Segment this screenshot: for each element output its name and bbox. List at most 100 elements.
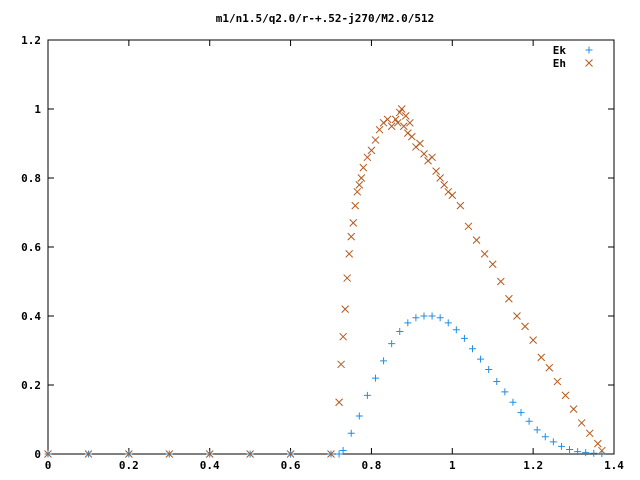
data-point-eh [488, 260, 497, 269]
data-point-ek [371, 374, 379, 382]
series-ek [44, 312, 606, 458]
series-eh [44, 105, 606, 458]
data-point-eh [393, 118, 402, 127]
data-point-eh [593, 439, 602, 448]
plot-frame [47, 39, 615, 455]
data-point-eh [84, 450, 93, 458]
data-point-eh [397, 105, 406, 113]
data-point-ek [509, 398, 517, 406]
data-point-eh [529, 336, 537, 345]
data-point-ek [420, 312, 428, 320]
data-point-eh [505, 294, 513, 303]
data-point-ek [404, 319, 412, 327]
data-point-eh [286, 450, 295, 458]
data-point-ek [396, 328, 404, 336]
y-tick-label: 0.4 [21, 310, 41, 323]
legend-marker-eh [585, 59, 593, 67]
data-point-ek [444, 319, 452, 327]
data-point-ek [436, 314, 444, 322]
data-point-eh [395, 108, 404, 117]
data-point-ek [428, 312, 436, 320]
data-point-eh [496, 277, 505, 286]
data-point-eh [165, 450, 174, 458]
data-point-eh [428, 153, 436, 162]
data-point-ek [355, 412, 363, 420]
data-point-eh [353, 187, 362, 196]
data-point-eh [357, 174, 366, 182]
data-point-eh [561, 391, 570, 400]
data-point-eh [367, 146, 376, 155]
data-point-eh [598, 446, 606, 455]
data-point-eh [341, 305, 350, 313]
data-point-eh [480, 250, 489, 258]
data-point-ek [557, 442, 565, 450]
data-point-eh [383, 115, 392, 124]
data-point-ek [469, 345, 476, 353]
data-point-eh [125, 450, 133, 458]
legend-marker-ek [585, 46, 593, 54]
y-tick-label: 0.6 [21, 241, 41, 254]
data-point-eh [436, 174, 445, 182]
data-point-eh [246, 450, 254, 458]
legend-label-ek: Ek [553, 44, 567, 57]
data-point-eh [351, 201, 360, 210]
x-tick-label: 0.6 [281, 459, 301, 472]
data-point-eh [405, 118, 414, 127]
data-point-eh [347, 232, 356, 241]
data-point-eh [521, 322, 529, 331]
data-point-ek [566, 446, 574, 454]
data-point-eh [464, 222, 473, 231]
data-point-ek [517, 409, 525, 417]
data-point-eh [399, 122, 408, 131]
data-point-eh [569, 405, 578, 414]
data-point-eh [339, 332, 347, 341]
x-tick-label: 1.4 [604, 459, 624, 472]
data-point-eh [416, 139, 424, 148]
data-point-ek [493, 378, 501, 386]
data-point-eh [44, 450, 52, 458]
data-point-eh [371, 136, 380, 144]
data-point-eh [513, 312, 521, 320]
axes: 0 0.2 0.4 0.6 0.8 1 1.2 1.4 0 0.2 0.4 0.6 0.8 1 1.2 [21, 34, 624, 472]
data-point-ek [590, 449, 598, 457]
data-point-eh [391, 115, 400, 124]
data-point-eh [537, 353, 546, 362]
data-point-ek [380, 357, 388, 365]
plot-area [44, 105, 606, 458]
data-point-ek [477, 355, 485, 363]
data-point-ek [582, 449, 590, 457]
data-point-ek [412, 314, 420, 322]
data-point-eh [375, 125, 384, 134]
data-point-eh [472, 236, 481, 244]
data-point-ek [574, 448, 582, 456]
data-point-ek [598, 450, 606, 458]
data-point-eh [545, 363, 554, 372]
data-point-eh [205, 450, 214, 458]
data-point-eh [408, 132, 416, 141]
data-point-eh [387, 122, 396, 131]
data-point-ek [452, 326, 460, 334]
data-point-eh [553, 377, 562, 386]
data-point-ek [485, 365, 493, 373]
x-tick-label: 0.2 [119, 459, 139, 472]
data-point-eh [363, 153, 372, 162]
data-point-eh [343, 274, 352, 282]
data-point-ek [541, 433, 549, 441]
data-point-ek [525, 417, 533, 425]
data-point-eh [335, 398, 343, 407]
chart-title: m1/n1.5/q2.0/r-+.52-j270/M2.0/512 [216, 12, 435, 25]
data-point-ek [549, 438, 557, 446]
data-point-eh [456, 201, 465, 210]
y-tick-label: 0.8 [21, 172, 41, 185]
legend-label-eh: Eh [553, 57, 566, 70]
data-point-eh [337, 360, 345, 369]
x-tick-label: 0.8 [361, 459, 381, 472]
data-point-eh [349, 218, 358, 227]
x-tick-label: 1.2 [523, 459, 543, 472]
data-point-ek [363, 391, 371, 399]
y-tick-label: 1.2 [21, 34, 41, 47]
x-tick-label: 0.4 [200, 459, 220, 472]
y-tick-label: 0.2 [21, 379, 41, 392]
data-point-eh [440, 181, 449, 189]
data-point-ek [347, 429, 355, 437]
